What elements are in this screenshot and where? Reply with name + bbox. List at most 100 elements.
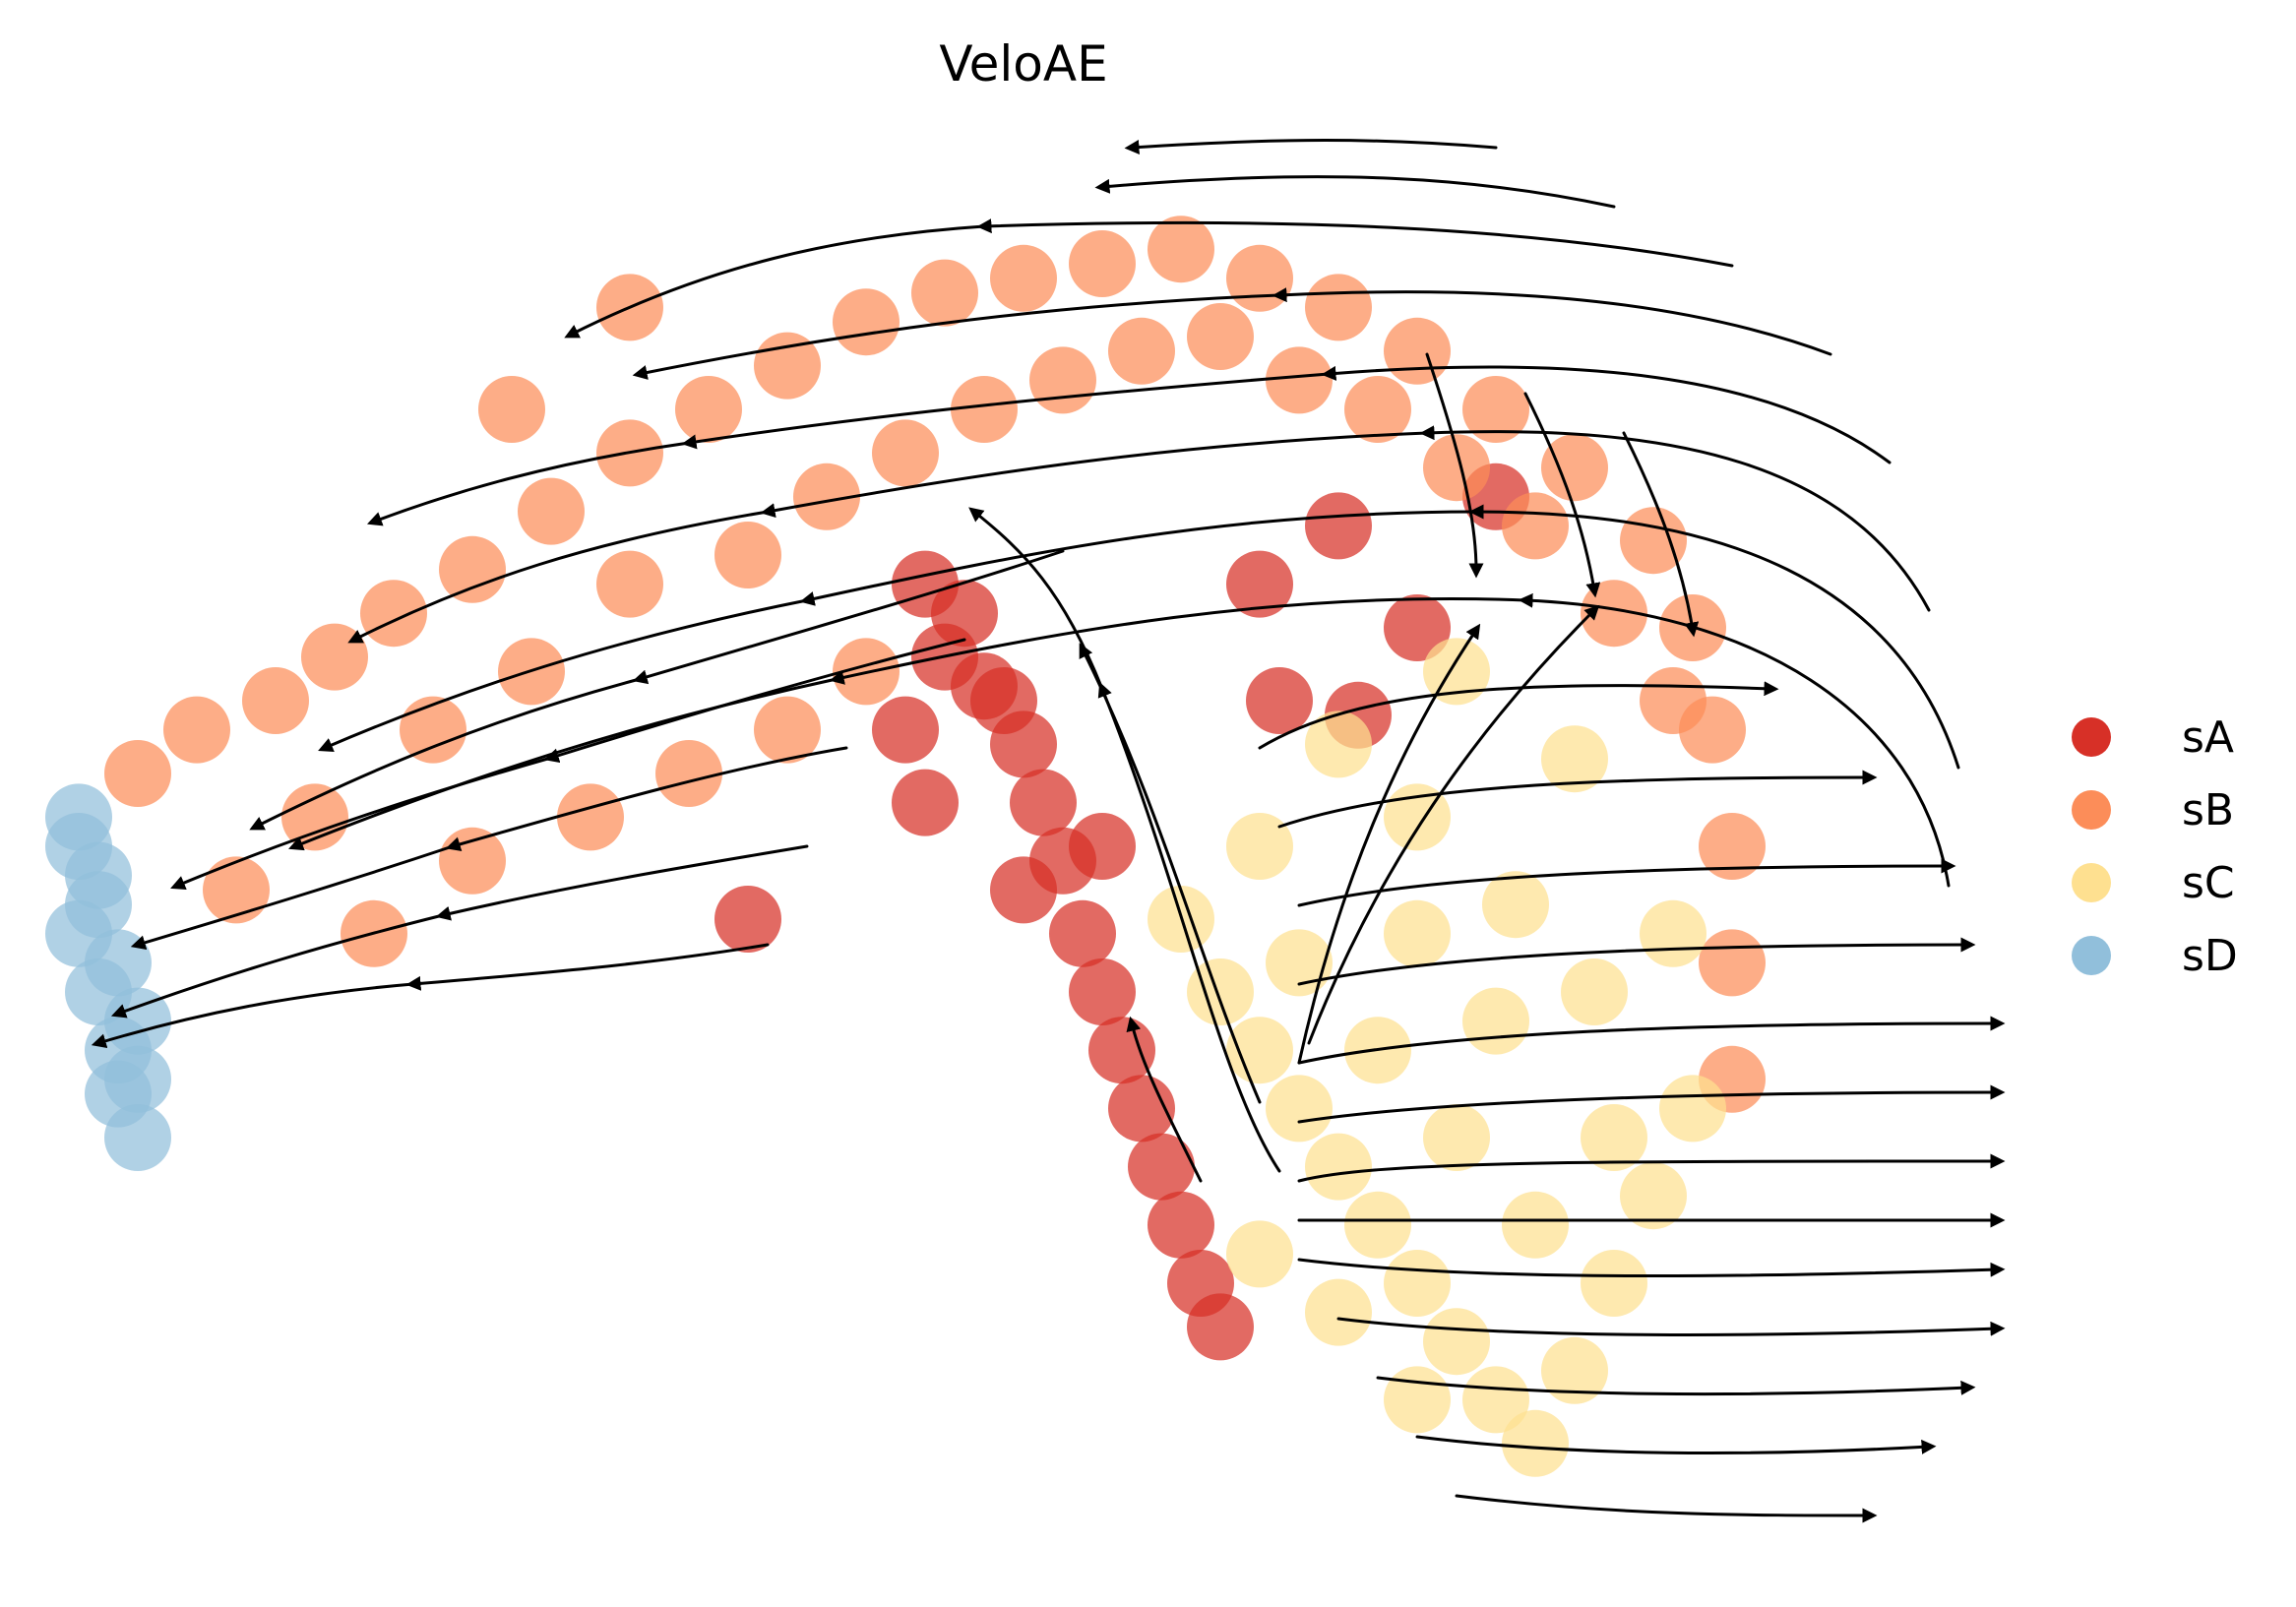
- streamline-1: [1094, 175, 1616, 209]
- cell-point-sB-16: [1305, 274, 1372, 341]
- cell-point-sB-47: [655, 740, 722, 807]
- cell-point-sB-31: [714, 522, 781, 588]
- streamline-19: [1455, 1494, 1878, 1523]
- cell-point-sB-8: [675, 376, 742, 443]
- cell-point-sC-29: [1541, 725, 1608, 793]
- cell-point-sB-43: [1640, 667, 1706, 734]
- legend-swatch-sB: [2072, 790, 2111, 830]
- legend-label-sD: sD: [2182, 930, 2238, 981]
- legend: sA sB sC sD: [2072, 701, 2238, 992]
- streamline-25: [1258, 681, 1779, 750]
- cell-point-sB-51: [478, 376, 545, 443]
- cell-point-sA-25: [1069, 813, 1136, 880]
- cell-point-sB-30: [596, 550, 663, 618]
- cell-point-sC-3: [1266, 1075, 1333, 1143]
- cell-point-sC-2: [1226, 1017, 1293, 1084]
- cell-point-sA-23: [892, 769, 959, 836]
- cell-point-sB-34: [951, 376, 1018, 443]
- cell-point-sD-7: [65, 871, 132, 939]
- streamline-12: [91, 943, 770, 1049]
- cell-point-sA-9: [1128, 1133, 1195, 1201]
- cell-point-sB-19: [1541, 434, 1608, 502]
- streamline-32: [1523, 392, 1601, 598]
- streamline-3: [632, 287, 1832, 380]
- cell-point-sB-12: [990, 244, 1057, 312]
- cell-point-sB-2: [242, 667, 309, 734]
- cell-point-sB-0: [104, 740, 171, 807]
- streamline-15: [1297, 1258, 2006, 1278]
- cell-point-sB-46: [557, 783, 624, 851]
- cell-point-sB-41: [1502, 492, 1569, 560]
- cell-point-sA-12: [1187, 1293, 1254, 1361]
- streamline-16: [1336, 1317, 2006, 1337]
- velocity-streamline-layer: [91, 139, 2006, 1523]
- legend-item-sC: sC: [2072, 846, 2238, 919]
- chart-title: VeloAE: [939, 35, 1108, 93]
- cell-point-sA-3: [1010, 769, 1077, 836]
- cell-point-sC-14: [1561, 958, 1628, 1025]
- cell-point-sC-21: [1502, 1191, 1569, 1259]
- cell-point-sB-45: [439, 827, 506, 895]
- cell-point-sC-15: [1482, 871, 1549, 939]
- cell-point-sD-11: [104, 1045, 171, 1113]
- cell-point-sD-6: [104, 1104, 171, 1171]
- streamline-27: [1079, 643, 1262, 1104]
- streamline-0: [1124, 139, 1498, 155]
- legend-item-sB: sB: [2072, 773, 2238, 846]
- cell-point-sB-17: [1384, 317, 1451, 385]
- cell-point-sA-14: [892, 550, 959, 618]
- cell-point-sC-1: [1187, 958, 1254, 1025]
- cell-point-sB-13: [1069, 230, 1136, 297]
- cell-point-sC-25: [1266, 929, 1333, 997]
- cell-point-sC-8: [1462, 1366, 1529, 1434]
- cell-point-sB-3: [301, 623, 368, 691]
- cell-point-sB-4: [360, 580, 427, 648]
- streamline-17: [1376, 1376, 1976, 1396]
- cell-point-sC-22: [1581, 1104, 1647, 1171]
- streamline-24: [1277, 770, 1878, 829]
- cell-point-sB-14: [1148, 216, 1214, 283]
- legend-swatch-sC: [2072, 863, 2111, 902]
- cell-point-sC-12: [1620, 1162, 1687, 1230]
- cell-point-sB-5: [439, 535, 506, 603]
- streamline-30: [1126, 1016, 1203, 1183]
- streamline-22: [1297, 937, 1976, 986]
- legend-item-sA: sA: [2072, 701, 2238, 773]
- cell-point-sA-20: [1246, 667, 1313, 734]
- streamline-31: [1425, 352, 1484, 579]
- streamline-21: [1297, 1016, 2006, 1065]
- cell-point-sA-6: [1069, 958, 1136, 1025]
- streamline-18: [1415, 1435, 1937, 1455]
- streamline-28: [1297, 623, 1481, 1065]
- cell-point-sA-5: [1049, 899, 1116, 967]
- streamline-2: [564, 218, 1734, 339]
- cell-point-sC-27: [1384, 1366, 1451, 1434]
- cell-point-sB-36: [1108, 317, 1175, 385]
- cell-point-sB-1: [163, 696, 230, 764]
- cell-point-sC-10: [1541, 1336, 1608, 1404]
- cell-point-sB-18: [1462, 376, 1529, 443]
- cell-point-sC-23: [1462, 987, 1529, 1055]
- cell-point-sC-11: [1581, 1250, 1647, 1317]
- cell-point-sC-5: [1344, 1191, 1411, 1259]
- cell-point-sC-31: [1226, 1220, 1293, 1288]
- legend-label-sC: sC: [2182, 857, 2235, 908]
- cell-point-sB-23: [1699, 813, 1766, 880]
- cell-point-sA-26: [714, 886, 781, 953]
- cell-point-sB-38: [1266, 346, 1333, 414]
- cell-point-sB-37: [1187, 303, 1254, 370]
- cell-point-sC-7: [1423, 1308, 1490, 1376]
- cell-point-sC-9: [1502, 1409, 1569, 1477]
- cell-scatter-layer: [45, 216, 1766, 1477]
- cell-point-sB-6: [518, 477, 585, 545]
- cell-point-sA-22: [872, 696, 939, 764]
- cell-point-sC-26: [1305, 1278, 1372, 1346]
- cell-point-sC-4: [1305, 1133, 1372, 1201]
- cell-point-sD-10: [45, 813, 112, 880]
- cell-point-sC-6: [1384, 1250, 1451, 1317]
- cell-point-sA-15: [970, 667, 1037, 734]
- cell-point-sB-24: [1699, 929, 1766, 997]
- streamline-29: [1307, 604, 1600, 1045]
- cell-point-sB-33: [872, 419, 939, 487]
- cell-point-sC-13: [1659, 1075, 1726, 1143]
